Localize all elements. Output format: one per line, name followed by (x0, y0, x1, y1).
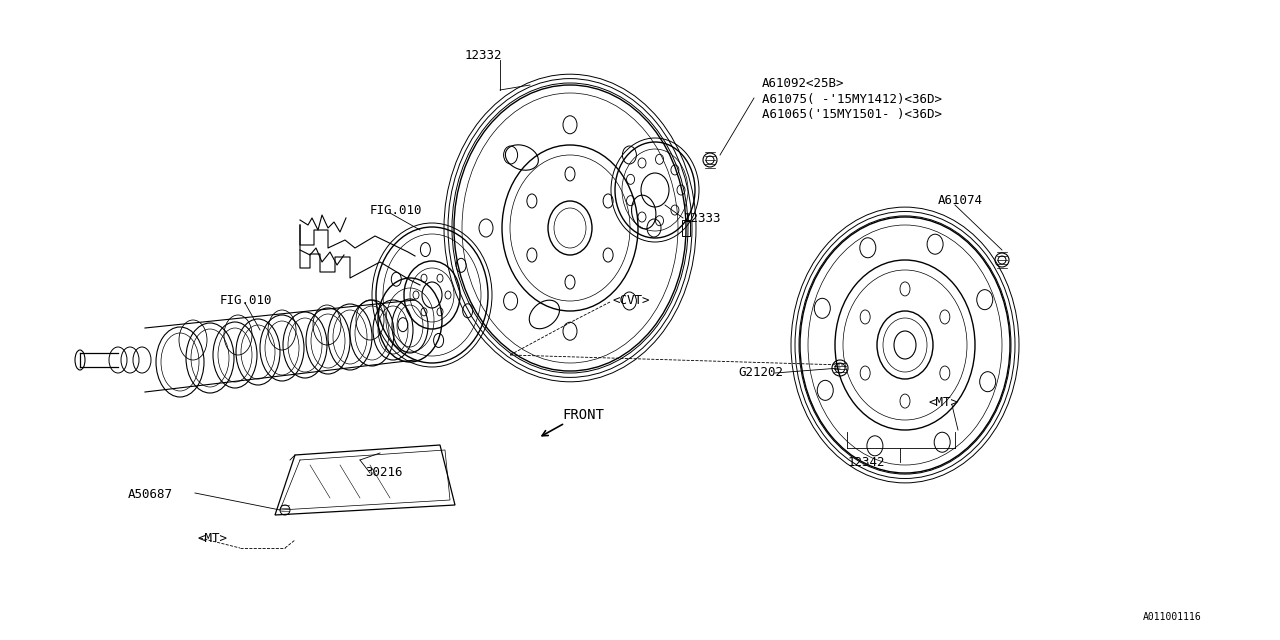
Text: FIG.010: FIG.010 (370, 204, 422, 216)
Text: A50687: A50687 (128, 488, 173, 500)
Text: FIG.010: FIG.010 (220, 294, 273, 307)
Text: 12342: 12342 (849, 456, 886, 470)
Text: 30216: 30216 (365, 465, 402, 479)
Text: A61092<25B>: A61092<25B> (762, 77, 845, 90)
Text: FRONT: FRONT (562, 408, 604, 422)
Text: G21202: G21202 (739, 365, 783, 378)
Text: A011001116: A011001116 (1143, 612, 1202, 622)
Text: <CVT>: <CVT> (612, 294, 649, 307)
Text: 12333: 12333 (684, 211, 722, 225)
Text: A61075( -'15MY1412)<36D>: A61075( -'15MY1412)<36D> (762, 93, 942, 106)
Text: <MT>: <MT> (197, 531, 227, 545)
Text: 12332: 12332 (465, 49, 503, 61)
Text: A61074: A61074 (938, 193, 983, 207)
Text: A61065('15MY1501- )<36D>: A61065('15MY1501- )<36D> (762, 108, 942, 120)
Text: <MT>: <MT> (928, 396, 957, 408)
